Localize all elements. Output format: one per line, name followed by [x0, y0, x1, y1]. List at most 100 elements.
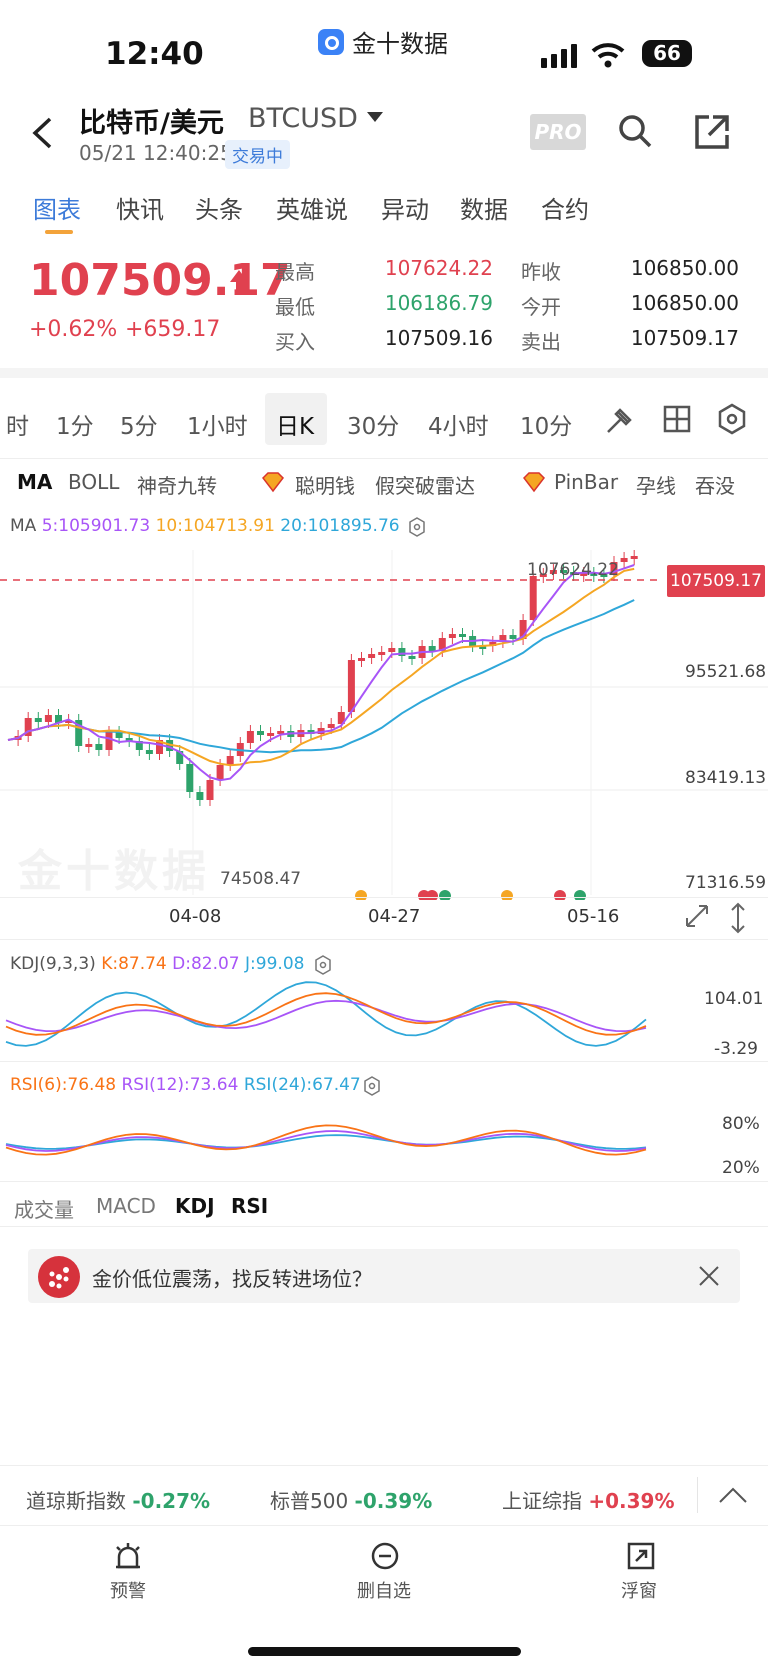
- draw-tool-icon[interactable]: [604, 404, 636, 436]
- candle: [398, 648, 406, 656]
- kdj-chart[interactable]: [0, 978, 660, 1058]
- rsi6-line: [5, 1124, 647, 1156]
- indicator-magic9[interactable]: 神奇九转: [137, 474, 217, 498]
- ma-legend: MA 5:105901.73 10:104713.91 20:101895.76: [10, 516, 400, 536]
- indicator-boll[interactable]: BOLL: [68, 470, 120, 494]
- settings-hex-icon[interactable]: [408, 517, 426, 537]
- ticker-sp500[interactable]: 标普500 -0.39%: [270, 1485, 432, 1514]
- candle: [105, 732, 113, 750]
- quote-datetime: 05/21 12:40:25: [79, 141, 233, 165]
- app-logo-icon: [318, 28, 344, 55]
- candlestick-chart[interactable]: [0, 550, 768, 900]
- float-window-icon[interactable]: [626, 1541, 656, 1571]
- subtab-kdj[interactable]: KDJ: [175, 1194, 215, 1218]
- period-10m[interactable]: 10分: [520, 414, 573, 440]
- remove-watchlist-icon[interactable]: [370, 1541, 400, 1571]
- vertical-resize-icon[interactable]: [726, 902, 750, 934]
- settings-hex-icon[interactable]: [717, 403, 747, 435]
- close-icon[interactable]: [698, 1265, 720, 1287]
- subtab-macd[interactable]: MACD: [96, 1194, 156, 1218]
- prev-close-label: 昨收: [521, 260, 561, 284]
- indicator-engulfing[interactable]: 吞没: [695, 474, 735, 498]
- ask-value: 107509.17: [630, 326, 739, 350]
- ticker-shanghai[interactable]: 上证综指 +0.39%: [502, 1485, 675, 1514]
- settings-hex-icon[interactable]: [314, 955, 332, 975]
- ma20-value: 20:101895.76: [280, 516, 400, 536]
- settings-hex-icon[interactable]: [363, 1076, 381, 1096]
- tab-contract[interactable]: 合约: [541, 196, 589, 224]
- candle: [55, 715, 62, 723]
- ticker-dow[interactable]: 道琼斯指数 -0.27%: [26, 1485, 210, 1514]
- tab-flash[interactable]: 快讯: [116, 196, 164, 224]
- rsi-chart[interactable]: [0, 1110, 660, 1178]
- period-1m[interactable]: 1分: [56, 414, 94, 440]
- date-axis-label: 05-16: [567, 906, 620, 927]
- share-icon[interactable]: [693, 113, 731, 151]
- search-icon[interactable]: [617, 113, 653, 149]
- kdj-k-value: K:87.74: [101, 954, 167, 974]
- period-time[interactable]: 时: [6, 414, 29, 440]
- tab-chart[interactable]: 图表: [33, 196, 81, 224]
- candle: [428, 646, 436, 651]
- period-1h[interactable]: 1小时: [187, 414, 248, 440]
- indicator-smart-money[interactable]: 聪明钱: [295, 474, 355, 498]
- layout-grid-icon[interactable]: [663, 405, 691, 433]
- high-marker: 107624.22: [527, 560, 619, 580]
- candle: [206, 780, 214, 800]
- ticker-name: 道琼斯指数: [26, 1489, 126, 1513]
- rsi-axis-label: 80%: [722, 1114, 760, 1134]
- subtab-rsi[interactable]: RSI: [231, 1194, 269, 1218]
- promo-logo-glyph: [49, 1267, 69, 1289]
- period-daily[interactable]: 日K: [276, 414, 315, 440]
- status-app: 金十数据: [318, 24, 448, 59]
- page-title: 比特币/美元: [79, 108, 224, 139]
- indicator-ma[interactable]: MA: [17, 470, 53, 494]
- bottom-nav-alert[interactable]: 预警: [110, 1581, 146, 1602]
- candle: [529, 576, 537, 620]
- subtab-volume[interactable]: 成交量: [14, 1198, 74, 1222]
- candle: [85, 744, 93, 747]
- rsi12-value: RSI(12):73.64: [121, 1075, 239, 1095]
- battery-icon: 66: [642, 40, 692, 67]
- candle: [610, 562, 618, 575]
- bottom-nav-float[interactable]: 浮窗: [621, 1581, 657, 1602]
- chevron-down-icon[interactable]: [367, 112, 383, 122]
- pro-button[interactable]: PRO: [530, 114, 586, 150]
- price-axis-label: 71316.59: [685, 873, 767, 893]
- period-4h[interactable]: 4小时: [428, 414, 489, 440]
- back-icon[interactable]: [30, 116, 54, 150]
- indicator-pinbar[interactable]: PinBar: [554, 470, 619, 494]
- chevron-up-icon[interactable]: [718, 1486, 748, 1504]
- alarm-icon[interactable]: [113, 1541, 143, 1571]
- status-time: 12:40: [105, 36, 204, 72]
- divider: [0, 1061, 768, 1062]
- rsi24-value: RSI(24):67.47: [243, 1075, 361, 1095]
- tab-headlines[interactable]: 头条: [195, 196, 243, 224]
- candle: [156, 740, 163, 754]
- promo-text: 金价低位震荡，找反转进场位？: [92, 1267, 372, 1291]
- period-30m[interactable]: 30分: [347, 414, 400, 440]
- period-5m[interactable]: 5分: [120, 414, 158, 440]
- tab-data[interactable]: 数据: [460, 196, 508, 224]
- indicator-harami[interactable]: 孕线: [636, 474, 676, 498]
- candle: [448, 634, 456, 638]
- candle: [580, 573, 588, 576]
- tab-movers[interactable]: 异动: [381, 196, 429, 224]
- rsi6-value: RSI(6):76.48: [10, 1075, 117, 1095]
- kdj-k-line: [5, 992, 647, 1036]
- bottom-nav-remove-watchlist[interactable]: 删自选: [357, 1581, 411, 1602]
- indicator-false-breakout[interactable]: 假突破雷达: [375, 474, 475, 498]
- promo-banner[interactable]: [28, 1249, 740, 1303]
- candle: [358, 658, 365, 661]
- up-arrow-stem: [236, 281, 243, 291]
- candle: [378, 652, 386, 655]
- ask-label: 卖出: [521, 330, 561, 354]
- candle: [438, 638, 446, 651]
- kdj-legend: KDJ(9,3,3) K:87.74 D:82.07 J:99.08: [10, 954, 304, 974]
- symbol-selector[interactable]: BTCUSD: [248, 103, 358, 134]
- tab-hero[interactable]: 英雄说: [276, 196, 348, 224]
- expand-icon[interactable]: [683, 902, 711, 930]
- candle: [75, 720, 83, 746]
- candle: [34, 718, 42, 722]
- ticker-value: -0.39%: [354, 1489, 433, 1513]
